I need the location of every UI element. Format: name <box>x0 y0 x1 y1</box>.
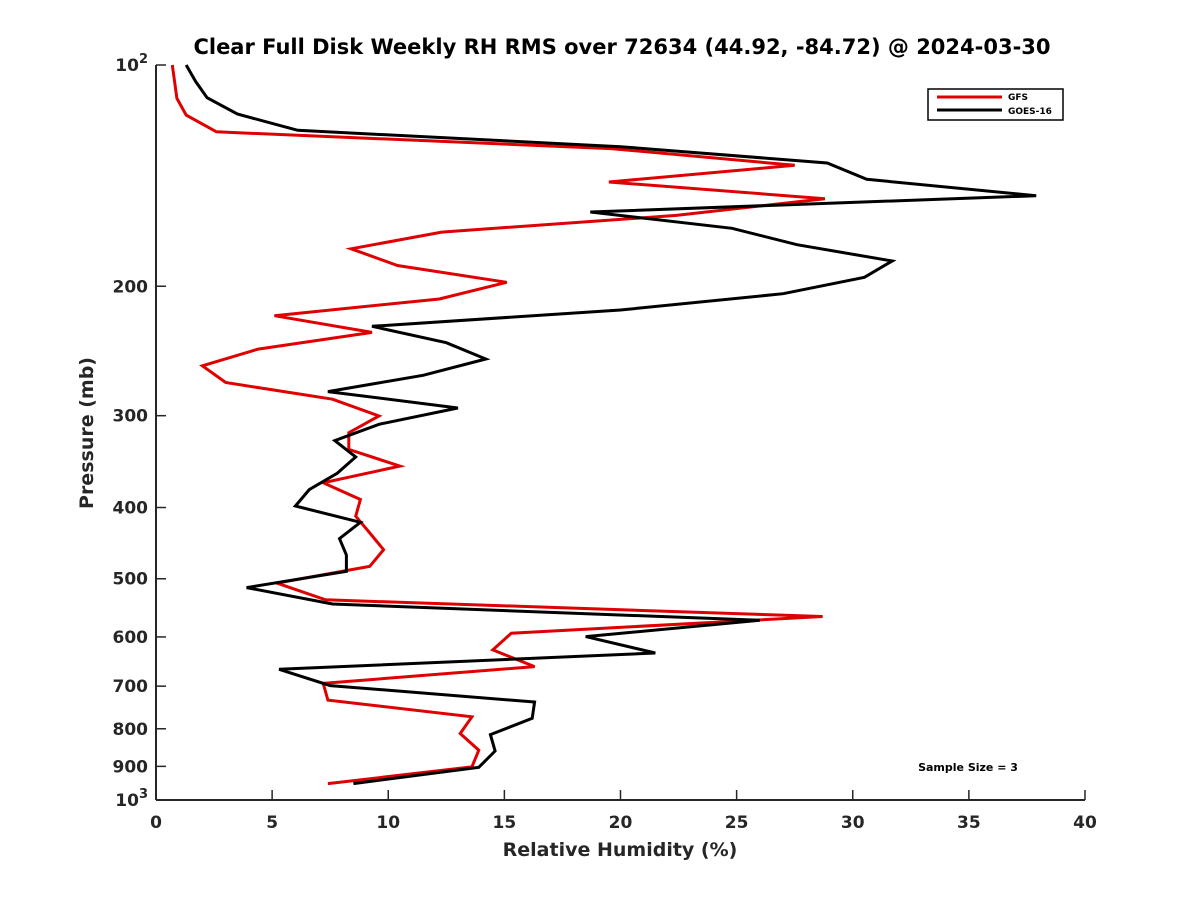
y-tick-label: 800 <box>113 720 149 740</box>
x-axis: 0 5 10 15 20 25 30 35 40 <box>150 790 1097 833</box>
x-tick-label: 10 <box>376 813 400 833</box>
y-tick-label: 700 <box>113 677 149 697</box>
chart-title: Clear Full Disk Weekly RH RMS over 72634… <box>193 35 1050 59</box>
y-tick-label: 500 <box>113 570 149 590</box>
y-tick-label: 102 <box>115 52 148 76</box>
x-tick-label: 35 <box>957 813 981 833</box>
y-tick-label: 600 <box>113 628 149 648</box>
x-axis-label: Relative Humidity (%) <box>503 839 738 861</box>
y-tick-label: 900 <box>113 757 149 777</box>
plot-area <box>170 64 1037 786</box>
x-tick-label: 30 <box>841 813 865 833</box>
x-tick-label: 15 <box>493 813 517 833</box>
series-line-goes16 <box>184 64 1037 786</box>
x-tick-label: 25 <box>725 813 749 833</box>
y-tick-label: 200 <box>113 277 149 297</box>
y-axis-label: Pressure (mb) <box>76 357 98 509</box>
sample-size-annotation: Sample Size = 3 <box>918 761 1018 774</box>
x-tick-label: 0 <box>150 813 162 833</box>
x-tick-label: 5 <box>266 813 278 833</box>
y-tick-label: 300 <box>113 407 149 427</box>
y-axis: 102 200 300 400 500 600 700 800 900 103 <box>113 52 166 811</box>
x-tick-label: 40 <box>1073 813 1097 833</box>
x-tick-label: 20 <box>609 813 633 833</box>
y-tick-label: 400 <box>113 499 149 519</box>
y-tick-label: 103 <box>115 787 148 811</box>
series-line-gfs <box>170 64 826 786</box>
legend-label-gfs: GFS <box>1008 93 1028 103</box>
legend: GFS GOES-16 <box>927 88 1064 121</box>
legend-box <box>927 88 1064 121</box>
legend-label-goes16: GOES-16 <box>1008 107 1052 117</box>
